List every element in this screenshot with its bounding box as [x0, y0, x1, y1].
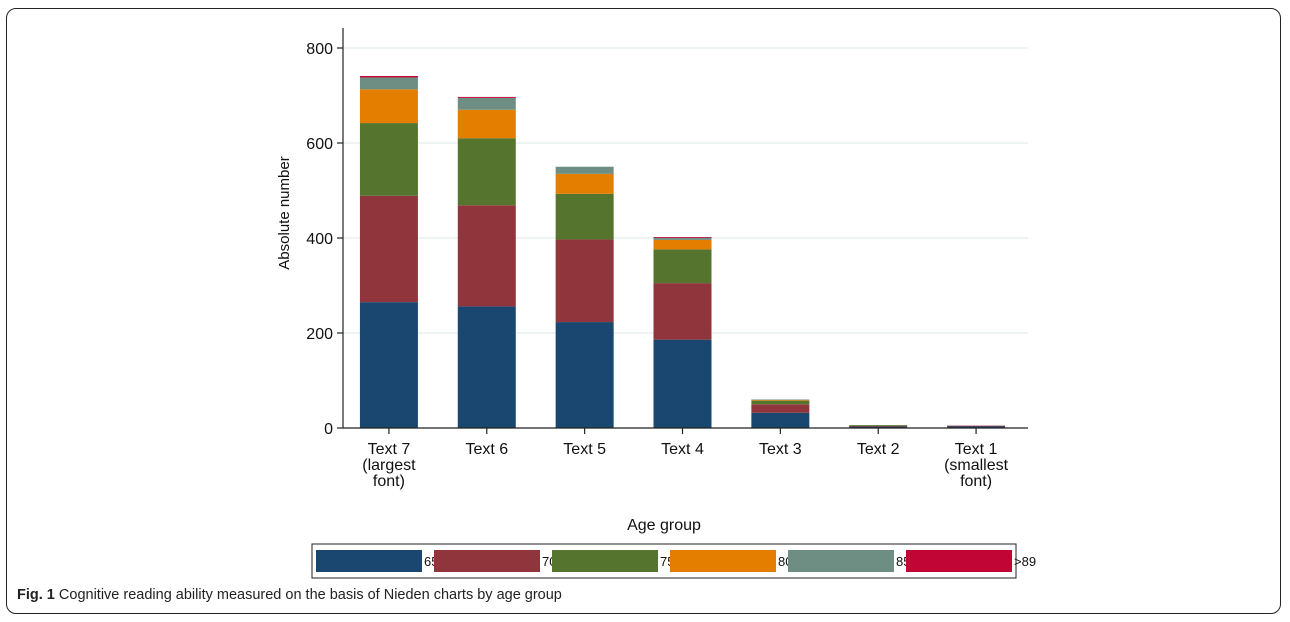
y-tick-label: 0: [324, 421, 333, 438]
x-axis-label: Age group: [627, 517, 701, 534]
legend-box: [311, 543, 1017, 579]
bar-segment: [947, 426, 1006, 428]
bar-segment: [457, 109, 516, 139]
bar-segment: [653, 237, 712, 238]
bar-segment: [555, 166, 614, 174]
bar-segment: [555, 173, 614, 194]
x-tick-label: Text 1 (smallest font): [944, 441, 1009, 490]
axes: 0 200 400 600 800 Text 7 (largest font) Text 6 Te…: [306, 28, 1028, 490]
figure-caption: Fig. 1 Cognitive reading ability measure…: [17, 587, 562, 603]
figure-caption-label: Fig. 1: [17, 587, 55, 603]
bar-segment: [359, 302, 418, 428]
bar-segment: [849, 426, 908, 428]
bar-segment: [653, 339, 712, 428]
bar-segment: [457, 96, 516, 98]
bar-segment: [653, 239, 712, 250]
y-tick-label: 200: [306, 326, 333, 343]
legend-label: >89: [1014, 554, 1036, 569]
bar-segment: [555, 322, 614, 428]
legend-swatch: [316, 550, 422, 572]
legend-swatch: [670, 550, 776, 572]
x-tick-label: Text 7 (largest font): [362, 441, 416, 490]
bar-segment: [359, 77, 418, 90]
x-tick-label: Text 2: [857, 441, 900, 458]
legend-swatch: [552, 550, 658, 572]
bar-segment: [359, 76, 418, 78]
bars: [359, 76, 1006, 428]
x-tick-label: Text 6: [465, 441, 508, 458]
bar-segment: [751, 399, 810, 401]
bar-segment: [555, 239, 614, 323]
x-tick-label: Text 3: [759, 441, 802, 458]
bar-segment: [653, 237, 712, 240]
x-tick-label: Text 4: [661, 441, 704, 458]
bar-segment: [751, 404, 810, 413]
bar-segment: [751, 400, 810, 405]
figure-frame: [6, 8, 1281, 614]
bar-segment: [653, 249, 712, 284]
x-tick-label: Text 5: [563, 441, 606, 458]
legend: 65-6970-7475-7980-8485-89>89: [311, 543, 1036, 579]
y-tick-label: 400: [306, 231, 333, 248]
legend-swatch: [906, 550, 1012, 572]
bar-segment: [359, 195, 418, 303]
bar-segment: [555, 193, 614, 240]
figure-caption-text: Cognitive reading ability measured on th…: [58, 587, 562, 603]
bar-segment: [751, 412, 810, 428]
y-tick-label: 600: [306, 136, 333, 153]
bar-segment: [947, 425, 1006, 427]
y-axis-label: Absolute number: [276, 156, 293, 269]
bar-segment: [457, 306, 516, 428]
legend-swatch: [434, 550, 540, 572]
legend-swatch: [788, 550, 894, 572]
bar-segment: [457, 205, 516, 307]
bar-segment: [359, 123, 418, 196]
bar-segment: [849, 425, 908, 427]
bar-segment: [457, 97, 516, 110]
bar-segment: [751, 399, 810, 401]
y-tick-label: 800: [306, 41, 333, 58]
bar-segment: [359, 89, 418, 124]
bar-segment: [457, 138, 516, 206]
bar-segment: [849, 425, 908, 426]
bar-segment: [653, 283, 712, 340]
